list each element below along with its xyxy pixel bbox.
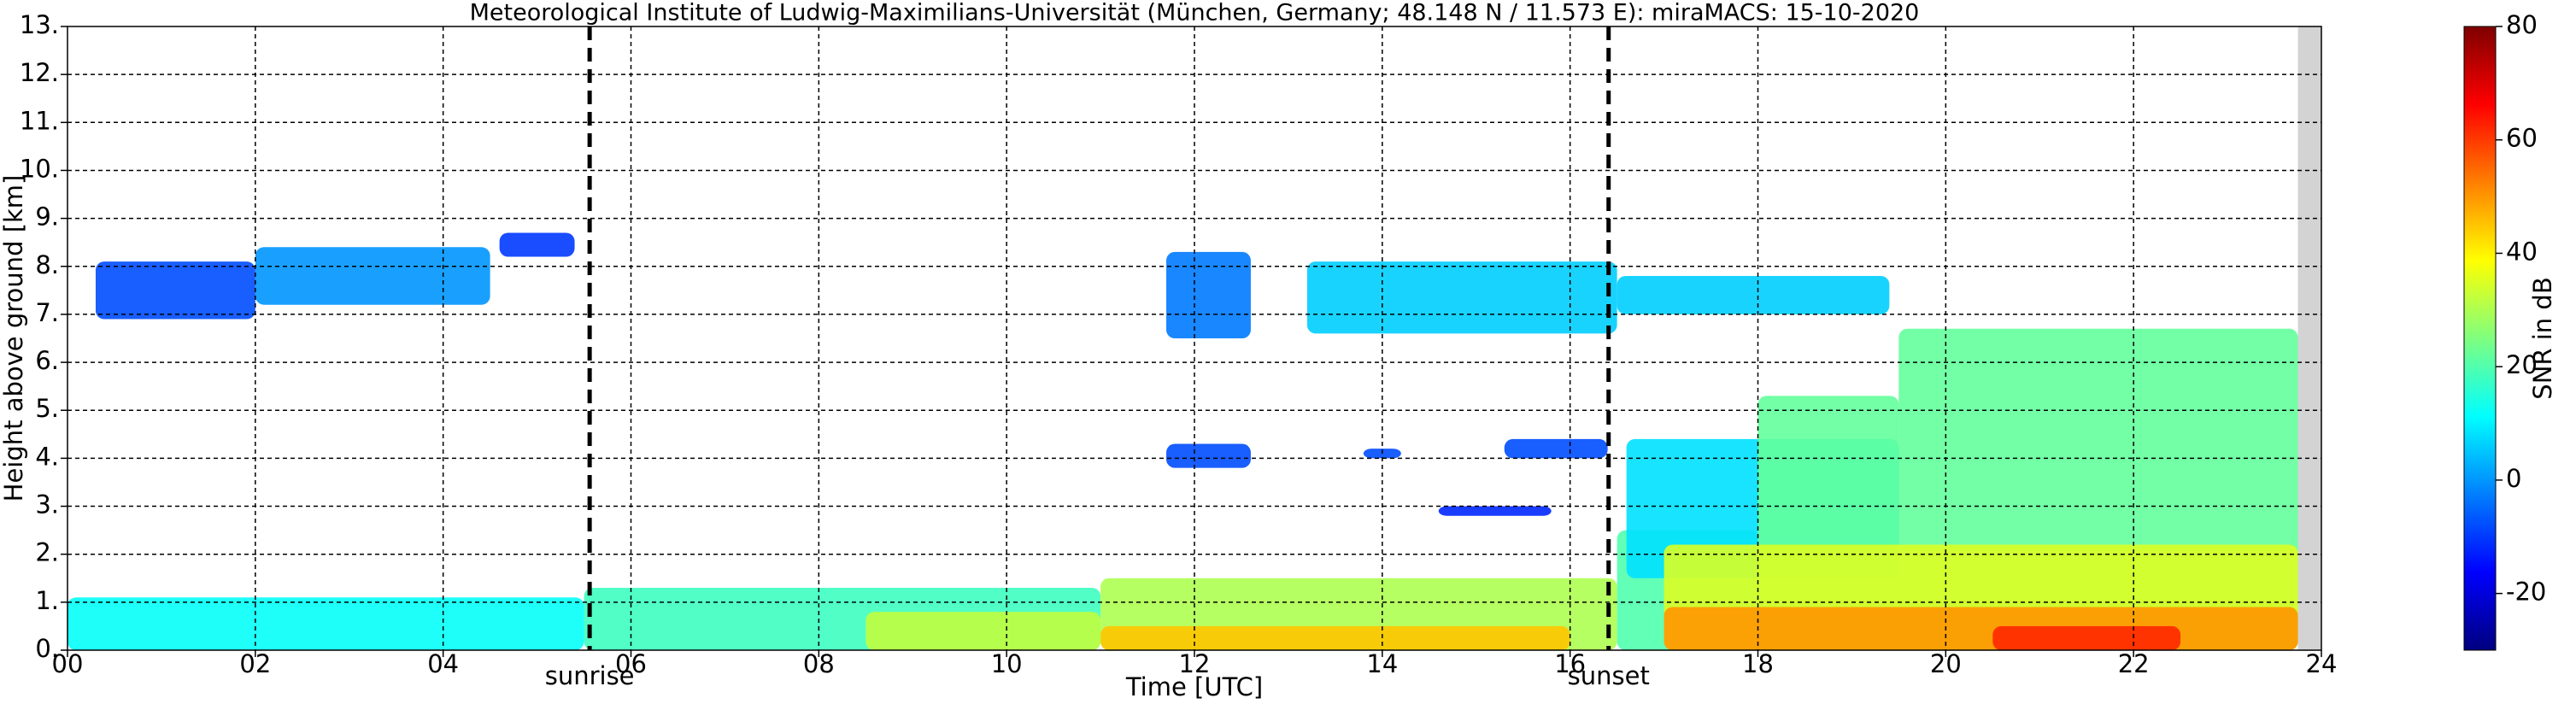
x-tick-label: 12	[1179, 649, 1211, 678]
y-axis-label: Height above ground [km]	[0, 175, 28, 502]
y-tick-label: 6.	[35, 346, 59, 375]
echo-layer	[1992, 625, 2181, 650]
colorbar-tick-label: -20	[2506, 578, 2546, 607]
y-tick-label: 8.	[35, 250, 59, 279]
echo-layer	[1166, 443, 1251, 468]
colorbar-tick-label: 20	[2506, 350, 2538, 379]
no-data	[2297, 26, 2321, 650]
event-label: sunrise	[545, 661, 635, 690]
x-tick-label: 20	[1930, 649, 1962, 678]
echo-layer	[255, 247, 490, 305]
y-tick-label: 10.	[20, 154, 59, 183]
x-tick-label: 18	[1742, 649, 1774, 678]
echo-layer	[95, 261, 255, 320]
x-tick-label: 04	[427, 649, 459, 678]
colorbar-tick-label: 0	[2506, 464, 2521, 493]
y-tick-label: 0.	[35, 634, 59, 663]
plot-frame	[67, 26, 2322, 651]
echo-layer	[866, 612, 1101, 650]
x-tick-label: 06	[615, 649, 647, 678]
colorbar-tick-label: 40	[2506, 237, 2538, 266]
echo-layer	[1617, 276, 1890, 314]
echo-layer	[1438, 506, 1552, 516]
x-tick-label: 02	[239, 649, 271, 678]
y-tick-label: 13.	[20, 10, 59, 39]
y-tick-label: 2.	[35, 538, 59, 567]
echo-layer	[67, 597, 584, 650]
y-tick-label: 1.	[35, 586, 59, 615]
y-tick-label: 9.	[35, 202, 59, 232]
x-tick-label: 14	[1366, 649, 1398, 678]
x-tick-label: 00	[52, 649, 84, 678]
x-tick-label: 24	[2306, 649, 2338, 678]
x-tick-label: 10	[991, 649, 1023, 678]
echo-layer	[1504, 438, 1608, 459]
echo-layer	[1100, 625, 1570, 650]
x-axis-label: Time [UTC]	[1125, 672, 1263, 701]
echo-layer	[1306, 261, 1617, 334]
x-tick-label: 08	[803, 649, 835, 678]
y-tick-label: 11.	[20, 106, 59, 135]
y-tick-label: 3.	[35, 490, 59, 519]
event-label: sunset	[1568, 661, 1650, 690]
chart-title: Meteorological Institute of Ludwig-Maxim…	[470, 0, 1920, 26]
x-tick-label: 16	[1554, 649, 1586, 678]
colorbar-label: SNR in dB	[2528, 277, 2557, 399]
y-tick-label: 12.	[20, 58, 59, 87]
echo-layer	[1664, 607, 2298, 650]
y-tick-label: 7.	[35, 298, 59, 327]
y-tick-label: 5.	[35, 394, 59, 423]
y-tick-label: 4.	[35, 442, 59, 471]
echo-layer	[1166, 251, 1251, 338]
echo-layer	[499, 232, 575, 257]
x-tick-label: 22	[2118, 649, 2150, 678]
colorbar	[2463, 26, 2497, 651]
colorbar-tick-label: 60	[2506, 124, 2538, 153]
colorbar-tick-label: 80	[2506, 10, 2538, 39]
